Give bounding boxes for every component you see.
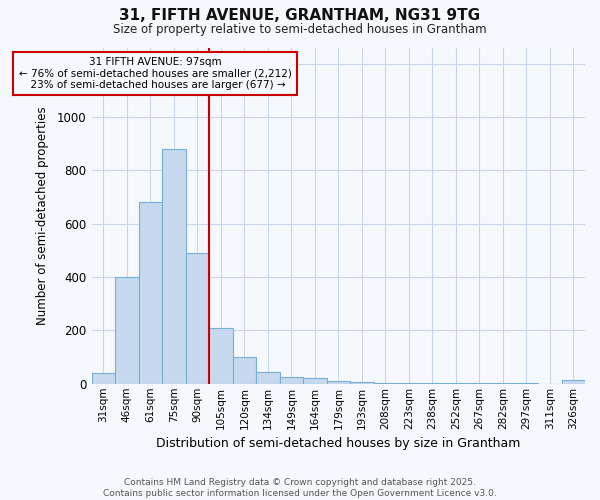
Bar (162, 149, 185, 384)
Text: Contains HM Land Registry data © Crown copyright and database right 2025.
Contai: Contains HM Land Registry data © Crown c… (103, 478, 497, 498)
Bar (562, 380, 585, 384)
Bar (115, 277, 139, 384)
Bar (92, 373, 115, 384)
Bar (326, 381, 350, 384)
Bar (397, 383, 421, 384)
Bar (374, 382, 397, 384)
Bar (185, 253, 209, 384)
Text: 31, FIFTH AVENUE, GRANTHAM, NG31 9TG: 31, FIFTH AVENUE, GRANTHAM, NG31 9TG (119, 8, 481, 22)
Bar (303, 378, 326, 384)
Text: 31 FIFTH AVENUE: 97sqm
← 76% of semi-detached houses are smaller (2,212)
  23% o: 31 FIFTH AVENUE: 97sqm ← 76% of semi-det… (19, 57, 292, 90)
Y-axis label: Number of semi-detached properties: Number of semi-detached properties (36, 106, 49, 325)
Bar (350, 382, 374, 384)
Bar (421, 383, 444, 384)
Text: Size of property relative to semi-detached houses in Grantham: Size of property relative to semi-detach… (113, 22, 487, 36)
X-axis label: Distribution of semi-detached houses by size in Grantham: Distribution of semi-detached houses by … (156, 437, 521, 450)
Bar (139, 202, 162, 384)
Bar (256, 372, 280, 384)
Bar (209, 328, 233, 384)
Bar (280, 377, 303, 384)
Bar (233, 357, 256, 384)
